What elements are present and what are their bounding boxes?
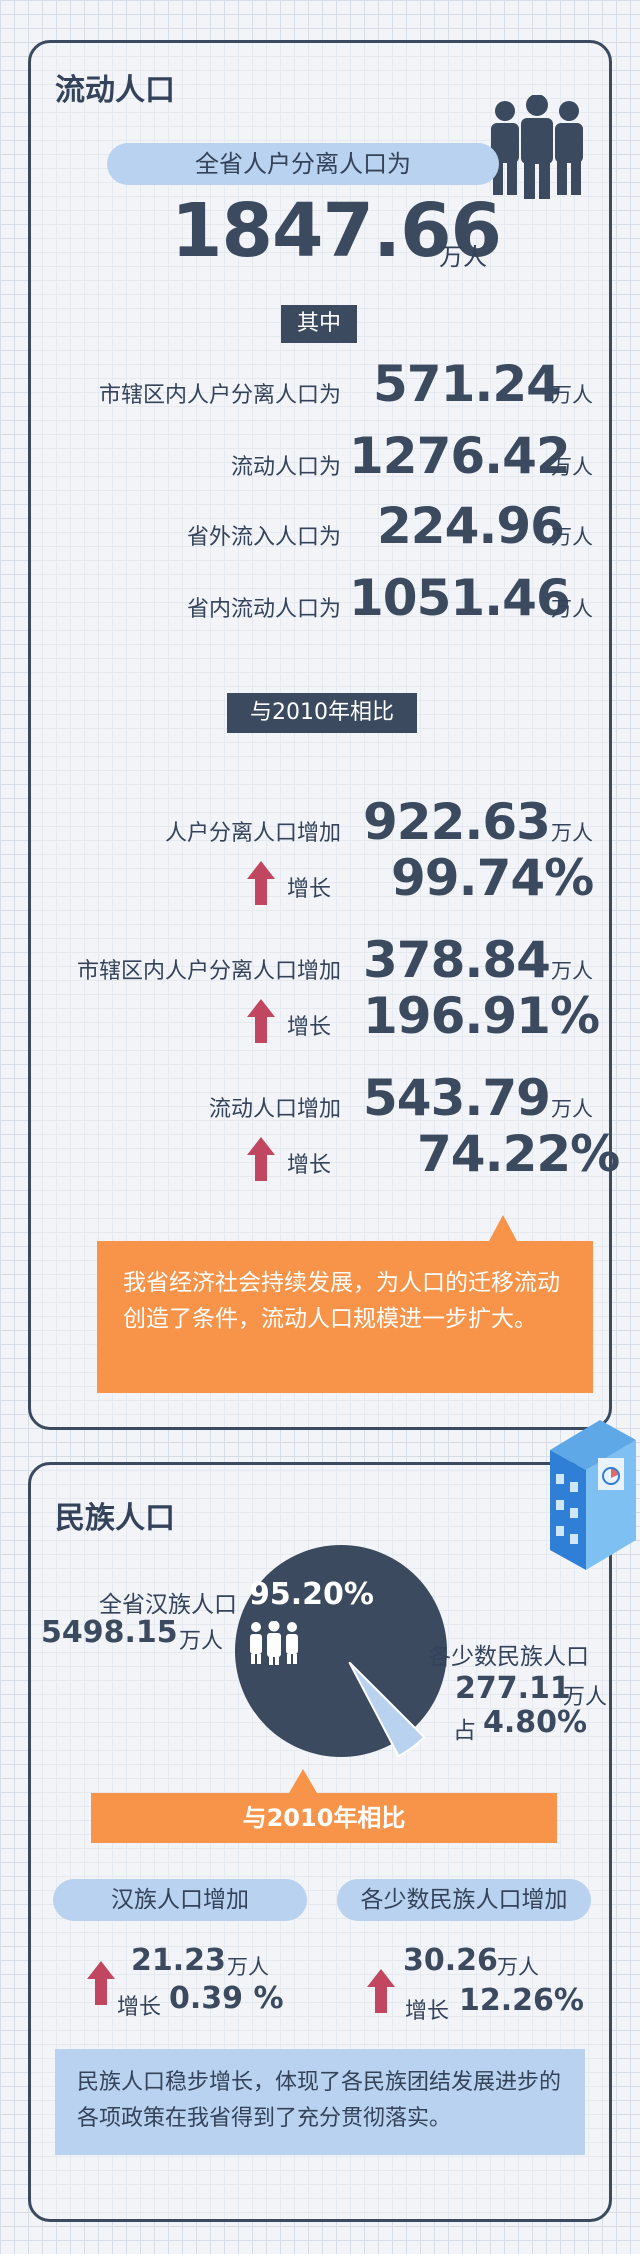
row-value-inflow-outside: 224.96	[377, 497, 565, 555]
growth-label-urban: 增长	[287, 1015, 332, 1040]
section-title-floating: 流动人口	[55, 73, 175, 108]
floating-population-card: 流动人口 全省人户分离人口为 1847.66 万人 其中 市辖区内人户分离人口为…	[28, 40, 620, 1430]
up-arrow-icon	[247, 999, 275, 1043]
row-value-urban-separated: 571.24	[373, 355, 561, 413]
row-label-inflow-outside: 省外流入人口为	[186, 525, 341, 550]
han-value: 5498.15	[41, 1615, 178, 1650]
up-arrow-icon	[367, 1969, 395, 2013]
minority-label: 各少数民族人口	[428, 1644, 589, 1670]
han-increase-unit: 万人	[227, 1955, 269, 1979]
row-unit-urban-separated: 万人	[551, 383, 593, 407]
minority-increase-pill: 各少数民族人口增加	[337, 1879, 591, 1921]
minority-increase-value: 30.26	[403, 1943, 498, 1978]
note-pointer	[489, 1215, 517, 1241]
change-value-separated: 922.63	[363, 793, 551, 851]
pie-percent-label: 95.20%	[249, 1577, 374, 1612]
row-value-floating: 1276.42	[349, 427, 571, 485]
total-separated-value: 1847.66	[171, 188, 502, 274]
up-arrow-icon	[247, 861, 275, 905]
minority-growth-value: 12.26%	[459, 1983, 584, 2018]
up-arrow-icon	[87, 1961, 115, 2005]
han-growth-value: 0.39 %	[169, 1981, 284, 2016]
ethnic-population-card: 民族人口 全省汉族人口 5498.15 万人 95.20% 各少数民族人口 27…	[28, 1462, 612, 2222]
crowd-icon	[250, 1621, 298, 1665]
of-which-tag: 其中	[281, 305, 357, 343]
row-unit-inprovince: 万人	[551, 597, 593, 621]
han-growth-label: 增长	[117, 1995, 162, 2020]
minority-value: 277.11	[455, 1671, 571, 1706]
change-unit-separated: 万人	[551, 821, 593, 845]
minority-share-prefix: 占	[453, 1718, 476, 1744]
change-unit-urban: 万人	[551, 959, 593, 983]
minority-unit: 万人	[563, 1685, 608, 1710]
building-illustration-icon	[550, 1420, 636, 1570]
ethnic-compare-banner: 与2010年相比	[91, 1793, 557, 1843]
han-increase-pill: 汉族人口增加	[53, 1879, 307, 1921]
row-label-floating: 流动人口为	[230, 455, 341, 480]
row-label-inprovince: 省内流动人口为	[186, 597, 341, 622]
pie-slice-minority	[348, 1661, 426, 1758]
growth-value-urban: 196.91%	[363, 987, 600, 1045]
minority-growth-label: 增长	[405, 1999, 450, 2024]
row-value-inprovince: 1051.46	[349, 569, 571, 627]
minority-share: 4.80%	[483, 1705, 588, 1740]
people-group-icon	[491, 95, 583, 199]
change-label-urban: 市辖区内人户分离人口增加	[76, 959, 341, 984]
row-unit-floating: 万人	[551, 455, 593, 479]
floating-note: 我省经济社会持续发展，为人口的迁移流动创造了条件，流动人口规模进一步扩大。	[97, 1241, 593, 1393]
ethnic-note: 民族人口稳步增长，体现了各民族团结发展进步的各项政策在我省得到了充分贯彻落实。	[55, 2049, 585, 2155]
minority-increase-unit: 万人	[497, 1955, 539, 1979]
total-separated-unit: 万人	[439, 243, 487, 271]
growth-label-floating: 增长	[287, 1153, 332, 1178]
compare-pointer	[289, 1769, 317, 1793]
total-separated-pill: 全省人户分离人口为	[107, 143, 499, 185]
compare-2010-tag: 与2010年相比	[227, 693, 417, 733]
growth-value-floating: 74.22%	[417, 1125, 620, 1183]
row-label-urban-separated: 市辖区内人户分离人口为	[98, 383, 341, 408]
growth-value-separated: 99.74%	[391, 849, 594, 907]
section-title-ethnic: 民族人口	[55, 1501, 175, 1536]
change-label-floating: 流动人口增加	[208, 1097, 341, 1122]
row-unit-inflow-outside: 万人	[551, 525, 593, 549]
change-value-floating: 543.79	[363, 1069, 551, 1127]
han-unit: 万人	[179, 1629, 224, 1654]
up-arrow-icon	[247, 1137, 275, 1181]
ethnic-pie-chart	[235, 1545, 447, 1758]
pie-slice-han	[235, 1545, 447, 1757]
growth-label-separated: 增长	[287, 877, 332, 902]
change-unit-floating: 万人	[551, 1097, 593, 1121]
han-increase-value: 21.23	[131, 1943, 226, 1978]
han-label: 全省汉族人口	[99, 1592, 237, 1618]
change-value-urban: 378.84	[363, 931, 551, 989]
change-label-separated: 人户分离人口增加	[164, 821, 341, 846]
